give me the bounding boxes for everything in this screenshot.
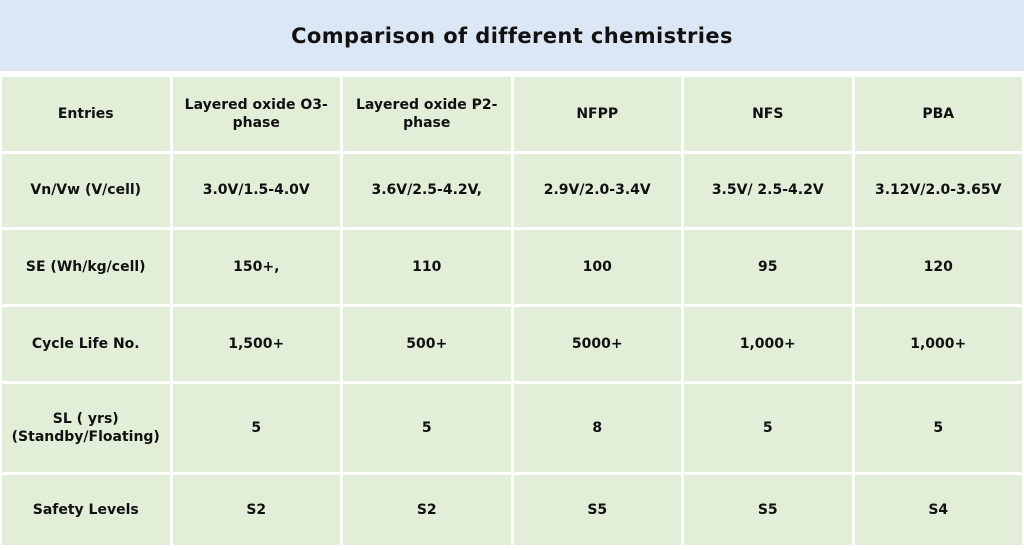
table-cell: 3.6V/2.5-4.2V, (343, 154, 511, 227)
table-cell: 150+, (172, 230, 340, 304)
title-bar: Comparison of different chemistries (0, 0, 1024, 71)
comparison-table: Entries Layered oxide O3-phase Layered o… (0, 77, 1024, 545)
col-header-pba: PBA (854, 77, 1022, 151)
row-label-vn-vw: Vn/Vw (V/cell) (2, 154, 170, 227)
row-label-service-life: SL ( yrs) (Standby/Floating) (2, 384, 170, 472)
table-cell: 3.12V/2.0-3.65V (854, 154, 1022, 227)
table-cell: 2.9V/2.0-3.4V (513, 154, 681, 227)
page-title: Comparison of different chemistries (291, 23, 733, 48)
table-cell: 5 (854, 384, 1022, 472)
table-cell: 110 (343, 230, 511, 304)
table-cell: 5 (172, 384, 340, 472)
table-cell: 95 (684, 230, 852, 304)
col-header-nfpp: NFPP (513, 77, 681, 151)
table-cell: 5 (343, 384, 511, 472)
col-header-layered-oxide-p2: Layered oxide P2-phase (343, 77, 511, 151)
table-cell: 3.0V/1.5-4.0V (172, 154, 340, 227)
table-cell: 100 (513, 230, 681, 304)
table-cell: 5000+ (513, 307, 681, 381)
table-cell: 5 (684, 384, 852, 472)
table-cell: S2 (172, 475, 340, 545)
table-cell: S5 (513, 475, 681, 545)
table-cell: 8 (513, 384, 681, 472)
table-cell: 1,000+ (854, 307, 1022, 381)
table-cell: 1,500+ (172, 307, 340, 381)
table-cell: 3.5V/ 2.5-4.2V (684, 154, 852, 227)
table-cell: S2 (343, 475, 511, 545)
table-cell: S4 (854, 475, 1022, 545)
table-cell: 120 (854, 230, 1022, 304)
row-label-safety-levels: Safety Levels (2, 475, 170, 545)
row-label-se: SE (Wh/kg/cell) (2, 230, 170, 304)
row-label-cycle-life: Cycle Life No. (2, 307, 170, 381)
col-header-nfs: NFS (684, 77, 852, 151)
col-header-entries: Entries (2, 77, 170, 151)
col-header-layered-oxide-o3: Layered oxide O3-phase (172, 77, 340, 151)
table-cell: S5 (684, 475, 852, 545)
table-cell: 500+ (343, 307, 511, 381)
table-cell: 1,000+ (684, 307, 852, 381)
